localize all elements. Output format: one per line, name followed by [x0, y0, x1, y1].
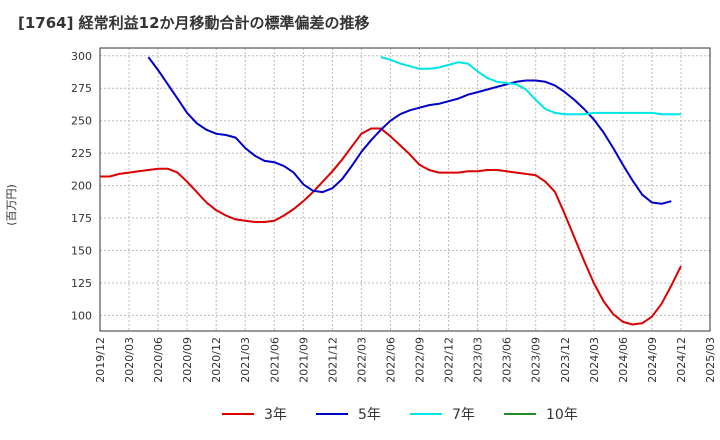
x-tick-label: 2020/03 [123, 337, 136, 383]
y-tick-label: 300 [71, 50, 92, 63]
x-tick-label: 2021/06 [268, 337, 281, 383]
legend-label: 10年 [546, 407, 578, 423]
x-tick-label: 2020/12 [210, 337, 223, 383]
legend-item: 7年 [410, 407, 475, 423]
legend-label: 5年 [358, 407, 381, 423]
series-lines [100, 56, 682, 326]
x-tick-label: 2022/06 [384, 337, 397, 383]
x-tick-label: 2023/12 [559, 337, 572, 383]
y-tick-label: 150 [71, 245, 92, 258]
x-tick-label: 2021/03 [239, 337, 252, 383]
y-tick-label: 200 [71, 180, 92, 193]
legend-label: 7年 [452, 407, 475, 423]
chart-title: [1764] 経常利益12か月移動合計の標準偏差の推移 [18, 14, 370, 32]
series-line-7年 [380, 56, 681, 116]
x-tick-label: 2023/09 [530, 337, 543, 383]
x-tick-label: 2024/09 [646, 337, 659, 383]
x-tick-label: 2021/12 [326, 337, 339, 383]
x-tick-label: 2024/12 [675, 337, 688, 383]
grid-lines [100, 48, 710, 331]
x-tick-label: 2024/06 [617, 337, 630, 383]
legend-label: 3年 [264, 407, 287, 423]
x-tick-label: 2019/12 [94, 337, 107, 383]
y-tick-label: 225 [71, 147, 92, 160]
x-tick-label: 2023/06 [501, 337, 514, 383]
x-tick-label: 2020/06 [152, 337, 165, 383]
series-line-3年 [100, 127, 682, 326]
x-tick-label: 2022/03 [355, 337, 368, 383]
x-tick-label: 2023/03 [472, 337, 485, 383]
x-tick-label: 2020/09 [181, 337, 194, 383]
y-tick-label: 175 [71, 212, 92, 225]
legend-item: 10年 [504, 407, 578, 423]
plot-area [99, 47, 711, 332]
x-tick-label: 2021/09 [297, 337, 310, 383]
legend: 3年 5年 7年 10年 [222, 407, 578, 423]
legend-item: 5年 [316, 407, 381, 423]
y-tick-label: 250 [71, 115, 92, 128]
x-tick-label: 2022/12 [443, 337, 456, 383]
x-axis-ticks: 2019/12 2020/03 2020/06 2020/09 2020/12 2021/… [94, 337, 717, 383]
x-tick-label: 2022/09 [414, 337, 427, 383]
y-tick-label: 100 [71, 309, 92, 322]
legend-item: 3年 [222, 407, 287, 423]
y-tick-label: 125 [71, 277, 92, 290]
series-line-5年 [147, 56, 672, 205]
y-axis-ticks: 100 125 150 175 200 225 250 275 300 [71, 50, 92, 323]
y-axis-label: (百万円) [5, 184, 18, 226]
x-tick-label: 2025/03 [704, 337, 717, 383]
y-tick-label: 275 [71, 82, 92, 95]
x-tick-label: 2024/03 [588, 337, 601, 383]
